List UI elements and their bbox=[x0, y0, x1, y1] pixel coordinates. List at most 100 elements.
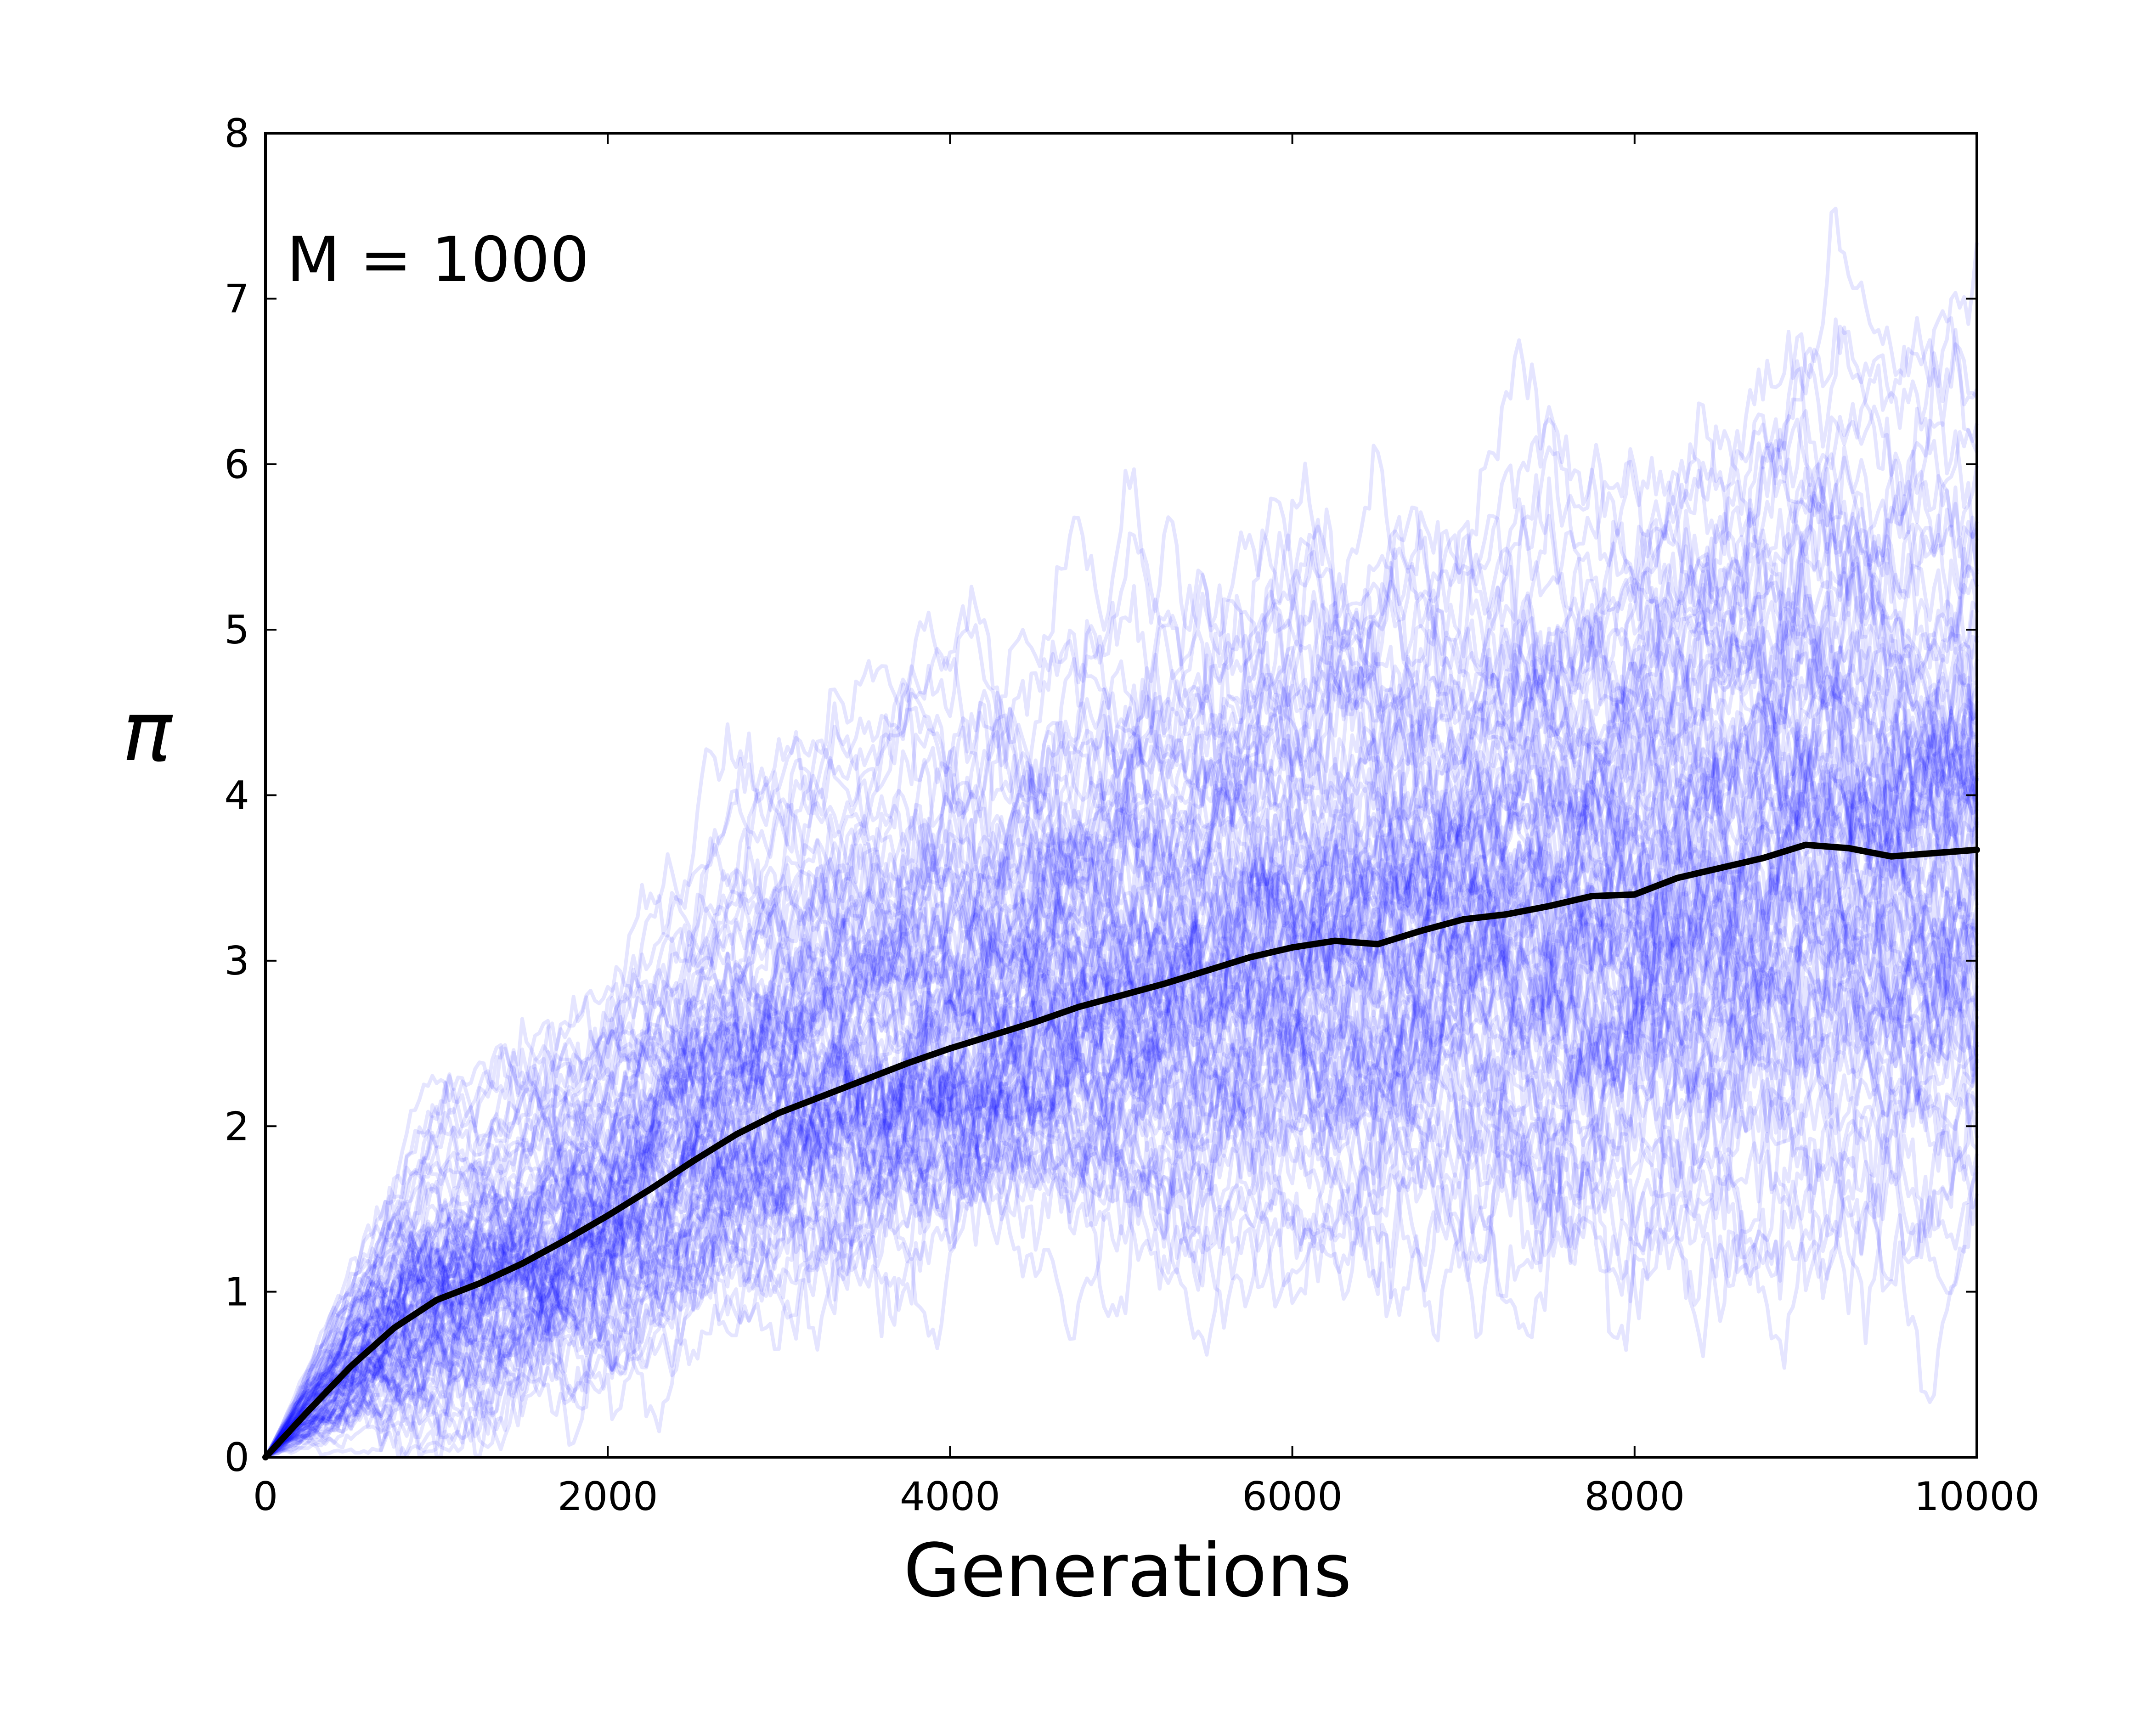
mean-point bbox=[1931, 850, 1937, 856]
replicate-line bbox=[264, 621, 1977, 1459]
tick-labels: 0 2000 4000 6000 8000 10000 0 1 2 3 4 5 6 7 8 bbox=[224, 111, 2040, 1520]
replicate-line bbox=[264, 605, 1979, 1459]
replicate-line bbox=[264, 949, 1979, 1459]
replicate-line bbox=[264, 882, 1979, 1459]
replicate-line bbox=[264, 817, 1979, 1459]
x-tick-label: 4000 bbox=[900, 1474, 1000, 1520]
replicate-line bbox=[265, 1060, 1979, 1459]
replicate-line bbox=[264, 696, 1979, 1459]
replicate-line bbox=[264, 626, 1979, 1459]
mean-point bbox=[1717, 865, 1723, 871]
replicate-line bbox=[264, 609, 1979, 1459]
replicate-line bbox=[264, 825, 1979, 1459]
replicate-line bbox=[264, 645, 1979, 1459]
axes bbox=[264, 132, 1978, 1459]
replicate-line bbox=[264, 867, 1979, 1459]
replicate-line bbox=[264, 712, 1979, 1459]
y-tick-label: 4 bbox=[224, 773, 249, 819]
replicate-line bbox=[264, 961, 1979, 1459]
replicate-line bbox=[264, 947, 1979, 1459]
replicate-line bbox=[264, 983, 1979, 1459]
replicate-line bbox=[264, 890, 1979, 1459]
replicate-line bbox=[264, 616, 1979, 1459]
replicate-line bbox=[264, 673, 1979, 1459]
mean-point bbox=[1888, 853, 1894, 859]
replicate-line bbox=[264, 498, 1979, 1459]
replicate-line bbox=[264, 795, 1977, 1459]
replicate-line bbox=[264, 651, 1979, 1459]
mean-point bbox=[1631, 891, 1637, 897]
replicate-line bbox=[264, 622, 1979, 1459]
replicate-line bbox=[264, 701, 1979, 1459]
mean-point bbox=[1846, 845, 1851, 851]
replicate-line bbox=[264, 736, 1979, 1459]
replicate-line bbox=[264, 811, 1979, 1459]
mean-point bbox=[947, 1045, 953, 1051]
mean-point bbox=[776, 1110, 782, 1116]
mean-point bbox=[1075, 1004, 1081, 1010]
replicate-line bbox=[264, 659, 1979, 1459]
replicate-line bbox=[264, 543, 1978, 1459]
mean-point bbox=[1803, 842, 1809, 848]
replicate-line bbox=[264, 881, 1979, 1459]
replicate-line bbox=[264, 477, 1979, 1459]
replicate-line bbox=[264, 1003, 1979, 1459]
x-tick-label: 6000 bbox=[1242, 1474, 1343, 1520]
y-tick-label: 5 bbox=[224, 607, 249, 653]
replicate-line bbox=[264, 324, 1979, 1458]
mean-point bbox=[862, 1077, 868, 1083]
replicate-line bbox=[264, 789, 1979, 1459]
replicate-line bbox=[264, 309, 1979, 1459]
replicate-line bbox=[264, 709, 1978, 1459]
y-tick-label: 1 bbox=[224, 1269, 249, 1315]
replicate-line bbox=[264, 876, 1979, 1459]
mean-point bbox=[1247, 954, 1253, 960]
replicate-line bbox=[264, 498, 1979, 1459]
mean-point bbox=[990, 1032, 996, 1038]
mean-point bbox=[1332, 938, 1338, 944]
replicate-line bbox=[264, 708, 1979, 1459]
mean-point bbox=[519, 1261, 525, 1267]
replicate-line bbox=[264, 718, 1979, 1459]
mean-point bbox=[1375, 941, 1381, 947]
mean-point bbox=[1589, 893, 1595, 899]
mean-point bbox=[1118, 992, 1124, 998]
replicate-line bbox=[265, 1037, 1979, 1459]
mean-point bbox=[605, 1212, 611, 1218]
x-tick-label: 10000 bbox=[1914, 1474, 2040, 1520]
replicate-line bbox=[264, 524, 1979, 1459]
mean-point bbox=[476, 1280, 482, 1286]
replicate-line bbox=[264, 738, 1978, 1459]
replicate-line bbox=[264, 705, 1979, 1459]
replicate-line bbox=[264, 780, 1979, 1459]
annotation-label: M = 1000 bbox=[287, 224, 589, 296]
mean-point bbox=[1033, 1019, 1038, 1025]
mean-point bbox=[1289, 945, 1295, 950]
replicate-line bbox=[265, 1083, 1979, 1459]
replicate-line bbox=[265, 974, 1979, 1459]
replicate-line bbox=[265, 1039, 1979, 1459]
x-tick-label: 2000 bbox=[558, 1474, 658, 1520]
replicate-line bbox=[264, 330, 1978, 1458]
mean-point bbox=[690, 1158, 696, 1164]
replicate-line bbox=[264, 563, 1979, 1459]
replicate-line bbox=[264, 698, 1979, 1459]
y-tick-label: 0 bbox=[224, 1435, 249, 1481]
replicate-line bbox=[264, 637, 1978, 1459]
y-axis-label: π bbox=[122, 684, 173, 780]
mean-point bbox=[434, 1297, 440, 1303]
mean-point bbox=[819, 1093, 824, 1099]
x-tick-label: 0 bbox=[253, 1474, 278, 1520]
replicate-line bbox=[264, 870, 1979, 1459]
replicate-line bbox=[264, 964, 1979, 1459]
mean-point bbox=[1760, 855, 1766, 861]
mean-point bbox=[904, 1060, 910, 1066]
replicate-line bbox=[264, 693, 1979, 1459]
replicate-line bbox=[264, 930, 1979, 1459]
replicate-line bbox=[264, 443, 1979, 1459]
replicate-line bbox=[264, 752, 1978, 1459]
replicate-line bbox=[265, 942, 1978, 1459]
replicate-line bbox=[264, 751, 1979, 1459]
